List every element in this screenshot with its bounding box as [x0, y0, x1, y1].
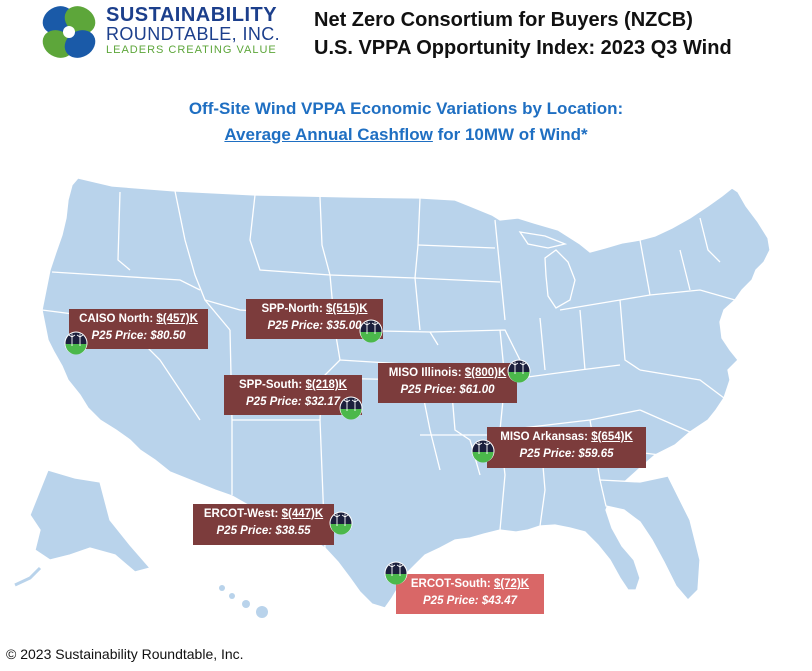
label-value: $(72)K: [493, 578, 530, 590]
wind-turbine-icon: [359, 319, 383, 343]
hawaii-shape: [219, 585, 268, 618]
label-value: $(457)K: [156, 313, 198, 325]
label-name: SPP-North:: [261, 303, 326, 315]
label-name: ERCOT-West:: [203, 508, 282, 520]
label-price: P25 Price: $59.65: [519, 448, 614, 460]
label-ercot-west: ERCOT-West: $(447)K P25 Price: $38.55: [193, 504, 334, 545]
label-name: CAISO North:: [79, 313, 157, 325]
label-price: P25 Price: $35.00: [267, 320, 362, 332]
label-value: $(447)K: [281, 508, 324, 520]
wind-turbine-icon: [384, 561, 408, 585]
label-price: P25 Price: $80.50: [91, 330, 186, 342]
wind-turbine-icon: [471, 439, 495, 463]
logo-name-line2: ROUNDTABLE, INC.: [106, 24, 281, 44]
label-spp-south: SPP-South: $(218)K P25 Price: $32.17: [224, 375, 362, 415]
label-spp-north: SPP-North: $(515)K P25 Price: $35.00: [246, 299, 383, 339]
label-value: $(218)K: [305, 379, 347, 391]
label-miso-illinois: MISO Illinois: $(800)K P25 Price: $61.00: [378, 363, 517, 403]
roundtable-logo-icon: [42, 6, 96, 58]
wind-turbine-icon: [507, 359, 531, 383]
subtitle-rest-text: for 10MW of Wind*: [432, 125, 588, 144]
label-name: MISO Arkansas:: [500, 431, 592, 443]
label-price: P25 Price: $61.00: [400, 384, 495, 396]
label-value: $(800)K: [464, 367, 507, 379]
copyright-footer: © 2023 Sustainability Roundtable, Inc.: [6, 646, 244, 662]
wind-turbine-icon: [339, 396, 363, 420]
label-price: P25 Price: $38.55: [216, 525, 311, 537]
label-ercot-south: ERCOT-South: $(72)K P25 Price: $43.47: [396, 574, 544, 614]
label-name: SPP-South:: [238, 379, 306, 391]
subtitle-line-1: Off-Site Wind VPPA Economic Variations b…: [188, 99, 624, 118]
alaska-shape: [14, 469, 152, 587]
title-line-1: Net Zero Consortium for Buyers (NZCB): [314, 9, 693, 31]
label-name: MISO Illinois:: [388, 367, 465, 379]
logo-tagline: LEADERS CREATING VALUE: [106, 44, 277, 56]
label-price: P25 Price: $43.47: [423, 595, 517, 607]
map-subtitle: Off-Site Wind VPPA Economic Variations b…: [0, 96, 812, 148]
wind-turbine-icon: [329, 511, 353, 535]
label-value: $(515)K: [325, 303, 368, 315]
wind-turbine-icon: [64, 331, 88, 355]
subtitle-underlined-text: Average Annual Cashflow: [224, 125, 433, 144]
label-value: $(654)K: [591, 431, 633, 443]
label-miso-arkansas: MISO Arkansas: $(654)K P25 Price: $59.65: [487, 427, 646, 468]
logo-name-line1: SUSTAINABILITY: [106, 4, 278, 26]
label-name: ERCOT-South:: [410, 578, 494, 590]
label-price: P25 Price: $32.17: [246, 396, 340, 408]
subtitle-line-2: Average Annual Cashflow for 10MW of Wind…: [0, 122, 812, 148]
company-logo: SUSTAINABILITY ROUNDTABLE, INC. LEADERS …: [36, 0, 294, 66]
label-caiso-north: CAISO North: $(457)K P25 Price: $80.50: [69, 309, 208, 349]
page-title: Net Zero Consortium for Buyers (NZCB) U.…: [314, 6, 732, 62]
title-line-2: U.S. VPPA Opportunity Index: 2023 Q3 Win…: [314, 37, 732, 59]
